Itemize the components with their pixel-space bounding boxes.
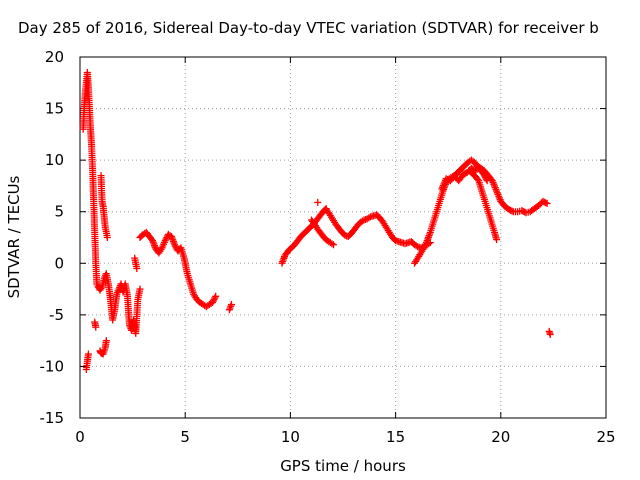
chart-title: Day 285 of 2016, Sidereal Day-to-day VTE…: [18, 19, 599, 37]
data-point: [209, 297, 217, 305]
data-point: [226, 304, 234, 312]
data-point: [102, 337, 110, 345]
data-point: [227, 301, 235, 309]
x-tick-label: 0: [75, 428, 85, 446]
data-point: [84, 350, 92, 358]
y-tick-label: 10: [45, 151, 64, 169]
data-point: [365, 214, 373, 222]
data-point: [171, 241, 179, 249]
data-point: [543, 199, 551, 207]
y-tick-labels: -15 -10 -5 0 5 10 15 20: [40, 48, 65, 427]
data-point: [212, 292, 220, 300]
data-point: [542, 199, 550, 207]
x-tick-label: 25: [596, 428, 615, 446]
x-tick-label: 5: [180, 428, 190, 446]
x-axis-label: GPS time / hours: [280, 457, 406, 475]
x-tick-label: 10: [281, 428, 300, 446]
data-point: [330, 241, 338, 249]
data-point: [211, 294, 219, 302]
data-point: [227, 302, 235, 310]
y-tick-label: -15: [40, 409, 65, 427]
data-point: [148, 235, 156, 243]
data-point: [412, 242, 420, 250]
data-point: [133, 264, 141, 272]
data-points: [79, 68, 554, 374]
data-point: [97, 285, 105, 293]
data-point: [161, 237, 169, 245]
data-point: [92, 323, 100, 331]
data-point: [314, 198, 322, 206]
data-point: [136, 285, 144, 293]
data-point: [103, 234, 111, 241]
data-point: [162, 235, 170, 243]
data-point: [171, 242, 179, 250]
y-tick-label: -10: [40, 357, 65, 375]
x-tick-label: 20: [491, 428, 510, 446]
y-tick-label: 15: [45, 100, 64, 118]
grid: [80, 57, 606, 418]
y-tick-label: 20: [45, 48, 64, 66]
data-point: [328, 240, 336, 248]
data-point: [546, 330, 554, 338]
data-point: [508, 207, 516, 215]
data-point: [358, 217, 366, 225]
data-point: [210, 295, 218, 303]
plot-frame: [79, 56, 607, 419]
y-tick-label: 0: [54, 254, 64, 272]
y-tick-label: -5: [49, 306, 64, 324]
data-point: [493, 236, 501, 244]
x-tick-labels: 0 5 10 15 20 25: [75, 428, 615, 446]
y-axis-label: SDTVAR / TECUs: [5, 175, 23, 298]
data-point: [209, 298, 217, 306]
x-tick-label: 15: [386, 428, 405, 446]
data-point: [474, 175, 482, 183]
y-tick-label: 5: [54, 203, 64, 221]
axis-ticks: [79, 56, 607, 419]
